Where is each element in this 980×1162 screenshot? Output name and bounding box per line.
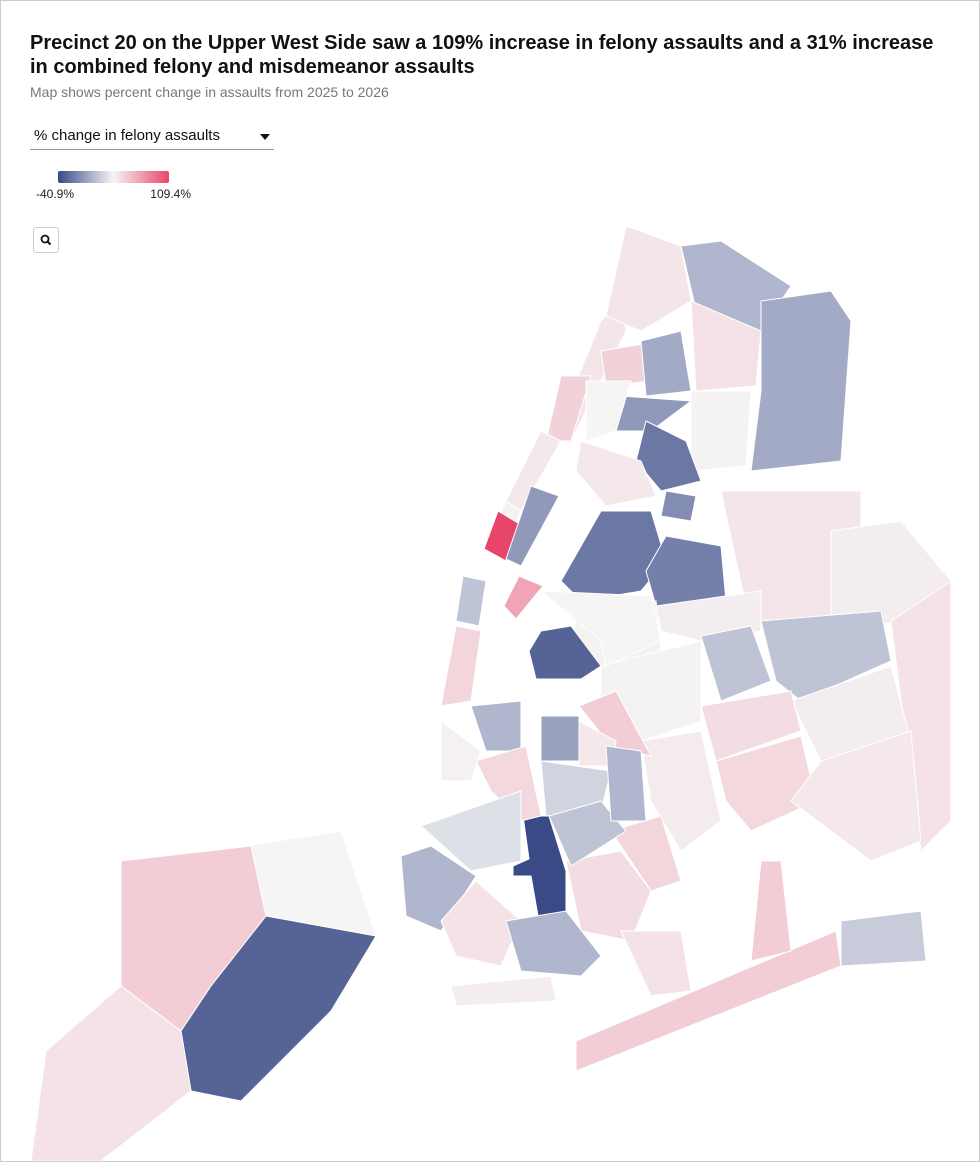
search-button[interactable] <box>33 227 59 253</box>
precinct[interactable] <box>605 225 692 332</box>
title: Precinct 20 on the Upper West Side saw a… <box>30 32 934 78</box>
precinct[interactable] <box>180 915 377 1102</box>
precinct[interactable] <box>440 880 522 967</box>
precinct[interactable] <box>440 720 482 782</box>
precinct[interactable] <box>700 690 802 762</box>
precinct[interactable] <box>420 790 522 872</box>
precinct[interactable] <box>548 800 627 867</box>
dropdown-label: % change in felony assaults <box>34 127 220 144</box>
precinct[interactable] <box>660 490 697 522</box>
precinct[interactable] <box>30 985 192 1161</box>
precinct[interactable] <box>560 510 667 602</box>
precinct[interactable] <box>890 580 952 853</box>
precinct[interactable] <box>505 910 602 977</box>
precinct[interactable] <box>450 975 557 1007</box>
precinct[interactable] <box>545 375 592 442</box>
precinct[interactable] <box>715 735 817 832</box>
precinct[interactable] <box>575 440 657 507</box>
precinct[interactable] <box>640 330 692 397</box>
precinct[interactable] <box>470 700 522 752</box>
precinct[interactable] <box>640 730 722 852</box>
precinct[interactable] <box>539 590 662 667</box>
precinct[interactable] <box>605 745 647 822</box>
search-icon <box>40 234 52 246</box>
precincts <box>30 225 952 1161</box>
precinct[interactable] <box>540 715 580 762</box>
precinct[interactable] <box>440 625 482 707</box>
precinct[interactable] <box>620 930 692 997</box>
legend-min: -40.9% <box>36 187 74 201</box>
precinct[interactable] <box>512 815 567 917</box>
precinct[interactable] <box>690 300 762 392</box>
precinct[interactable] <box>750 860 792 962</box>
precinct[interactable] <box>503 575 544 620</box>
metric-dropdown[interactable]: % change in felony assaults <box>30 125 274 150</box>
precinct[interactable] <box>528 625 602 680</box>
legend-bar <box>58 171 169 183</box>
precinct[interactable] <box>483 510 524 562</box>
precinct[interactable] <box>700 625 772 702</box>
precinct[interactable] <box>585 380 632 442</box>
dropdown-arrow <box>260 134 270 140</box>
precinct[interactable] <box>790 730 922 862</box>
subtitle: Map shows percent change in assaults fro… <box>30 84 389 100</box>
precinct[interactable] <box>840 910 927 967</box>
precinct[interactable] <box>750 290 852 472</box>
precinct[interactable] <box>455 575 487 627</box>
legend-max: 109.4% <box>150 187 191 201</box>
precinct[interactable] <box>505 485 560 567</box>
precinct[interactable] <box>635 420 702 492</box>
precinct[interactable] <box>690 390 752 472</box>
precinct[interactable] <box>475 745 542 822</box>
precinct[interactable] <box>575 930 842 1072</box>
precinct[interactable] <box>760 610 892 702</box>
precinct[interactable] <box>565 850 652 942</box>
